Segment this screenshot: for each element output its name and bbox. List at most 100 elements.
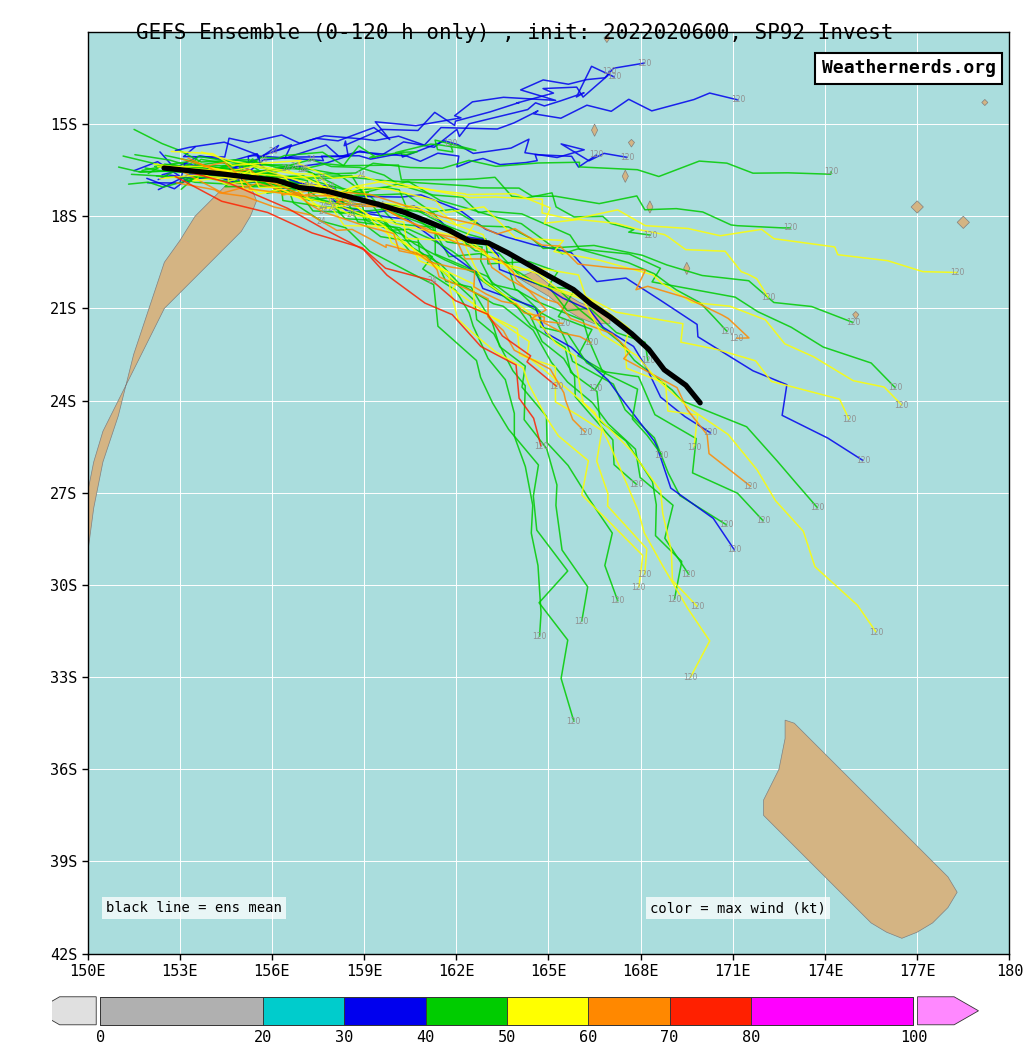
- Polygon shape: [518, 272, 610, 324]
- Polygon shape: [591, 124, 597, 136]
- Text: 120: 120: [641, 356, 655, 366]
- Text: 120: 120: [856, 456, 870, 465]
- Bar: [507, 997, 588, 1024]
- Polygon shape: [604, 35, 610, 42]
- Text: 120: 120: [644, 231, 657, 239]
- FancyArrow shape: [35, 997, 96, 1024]
- Text: 120: 120: [824, 168, 838, 176]
- Text: 24: 24: [357, 200, 367, 209]
- Text: 120: 120: [720, 327, 734, 336]
- Text: 120: 120: [690, 602, 705, 611]
- Text: 24: 24: [300, 165, 310, 174]
- Text: 120: 120: [584, 338, 598, 348]
- Text: 120: 120: [729, 334, 744, 343]
- Text: 24: 24: [318, 202, 328, 212]
- Text: 120: 120: [588, 385, 603, 393]
- Text: 60: 60: [579, 1030, 597, 1045]
- Text: 120: 120: [846, 318, 860, 327]
- Text: 24: 24: [259, 155, 269, 164]
- Text: 120: 120: [655, 450, 668, 460]
- Text: 24: 24: [282, 163, 291, 173]
- Text: 24: 24: [346, 211, 356, 219]
- Text: 24: 24: [290, 162, 300, 171]
- Text: 24: 24: [325, 182, 336, 191]
- Text: 120: 120: [683, 672, 697, 682]
- Text: 24: 24: [328, 204, 337, 213]
- Text: 120: 120: [556, 319, 571, 328]
- Text: 120: 120: [703, 428, 718, 437]
- Text: 120: 120: [731, 96, 746, 104]
- Text: 120: 120: [566, 717, 581, 726]
- Text: 120: 120: [667, 594, 682, 604]
- Text: 30: 30: [335, 1030, 353, 1045]
- Text: 50: 50: [497, 1030, 516, 1045]
- Text: 120: 120: [869, 627, 884, 637]
- Text: black line = ens mean: black line = ens mean: [106, 901, 282, 915]
- Text: color = max wind (kt): color = max wind (kt): [650, 901, 826, 915]
- Text: 24: 24: [316, 216, 325, 226]
- Text: Weathernerds.org: Weathernerds.org: [822, 59, 996, 78]
- Polygon shape: [26, 124, 256, 954]
- Text: 80: 80: [742, 1030, 760, 1045]
- Text: 24: 24: [346, 198, 355, 208]
- Text: 120: 120: [602, 66, 616, 76]
- Text: 24: 24: [347, 199, 357, 209]
- Text: 120: 120: [443, 139, 457, 148]
- Text: 120: 120: [611, 597, 625, 605]
- Text: 24: 24: [427, 276, 437, 285]
- Text: 120: 120: [761, 293, 776, 302]
- Text: 120: 120: [811, 503, 825, 512]
- Polygon shape: [763, 720, 957, 938]
- Text: 120: 120: [842, 414, 856, 424]
- Text: 120: 120: [638, 570, 652, 579]
- Text: 24: 24: [307, 155, 316, 164]
- Text: 120: 120: [549, 382, 563, 391]
- Text: 120: 120: [784, 223, 798, 232]
- Text: 0: 0: [96, 1030, 105, 1045]
- Polygon shape: [948, 72, 954, 78]
- Text: 24: 24: [375, 201, 385, 210]
- Text: 120: 120: [744, 482, 758, 491]
- Text: 24: 24: [316, 174, 327, 183]
- Polygon shape: [622, 170, 628, 182]
- Bar: [670, 997, 751, 1024]
- Text: 120: 120: [888, 384, 902, 392]
- Text: 24: 24: [298, 164, 307, 174]
- Text: 24: 24: [318, 208, 328, 216]
- Text: 120: 120: [719, 521, 733, 529]
- Bar: [100, 997, 263, 1024]
- Polygon shape: [853, 311, 859, 319]
- Text: 24: 24: [269, 148, 278, 156]
- Bar: [344, 997, 425, 1024]
- Text: 120: 120: [895, 401, 909, 410]
- Text: 24: 24: [356, 171, 366, 180]
- Text: 120: 120: [534, 442, 548, 450]
- Text: 120: 120: [578, 428, 592, 436]
- Text: 120: 120: [589, 151, 604, 159]
- Bar: [100, 997, 914, 1024]
- Text: 100: 100: [900, 1030, 927, 1045]
- Text: GEFS Ensemble (0-120 h only) , init: 2022020600, SP92 Invest: GEFS Ensemble (0-120 h only) , init: 202…: [136, 23, 894, 43]
- FancyArrow shape: [918, 997, 978, 1024]
- Text: 24: 24: [299, 182, 308, 191]
- Text: 24: 24: [305, 182, 314, 191]
- Bar: [751, 997, 914, 1024]
- Text: 20: 20: [253, 1030, 272, 1045]
- Text: 120: 120: [951, 268, 965, 277]
- Text: 120: 120: [533, 631, 547, 641]
- Text: 120: 120: [575, 617, 589, 626]
- Text: 120: 120: [687, 443, 701, 452]
- Text: 120: 120: [682, 570, 696, 579]
- Polygon shape: [982, 99, 988, 105]
- Text: 120: 120: [756, 516, 770, 525]
- Text: 40: 40: [416, 1030, 435, 1045]
- Text: 120: 120: [638, 59, 652, 67]
- Text: 120: 120: [620, 153, 634, 162]
- Text: 24: 24: [325, 198, 335, 207]
- Bar: [425, 997, 507, 1024]
- Text: 120: 120: [629, 480, 644, 489]
- Polygon shape: [957, 216, 969, 229]
- Polygon shape: [912, 201, 923, 213]
- Polygon shape: [628, 139, 634, 148]
- Bar: [588, 997, 670, 1024]
